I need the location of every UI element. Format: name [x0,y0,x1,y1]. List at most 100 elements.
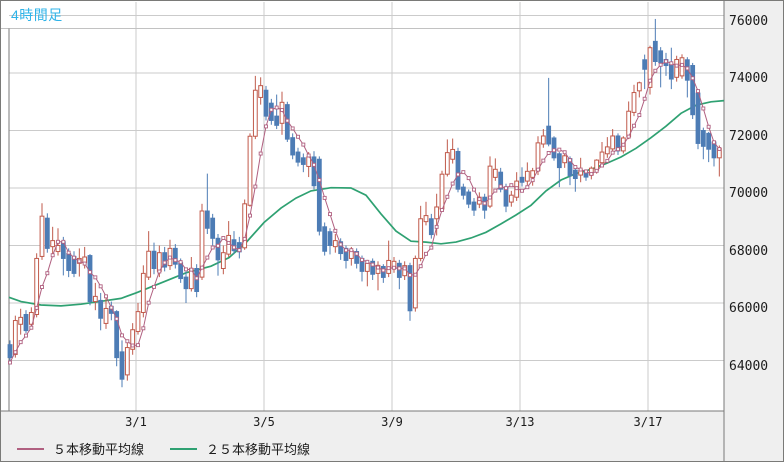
candle-body [92,295,98,303]
ma5-marker [290,126,295,131]
ma5-marker [466,176,471,181]
ma5-marker [653,68,658,73]
ma5-marker [584,169,588,174]
ma5-marker [397,266,402,271]
ma5-marker [109,305,114,310]
candle-body [674,58,680,78]
ma5-marker [50,253,55,258]
ma5-marker [536,167,540,172]
candle-body [210,217,216,239]
candle-body [530,170,536,178]
ma5-marker [344,248,348,253]
ma5-marker [130,343,135,348]
price-axis-tick: 64000 [729,358,769,374]
ma5-marker [45,271,50,276]
ma5-marker [648,78,652,83]
ma5-marker [157,269,162,274]
ma5-marker [56,239,60,244]
ma5-marker [242,236,247,241]
ma5-marker [61,239,66,244]
ma5-marker [205,255,210,260]
candle-body [98,299,104,319]
ma5-marker [520,188,524,193]
ma5-marker [152,284,156,289]
ma5-marker [184,267,188,272]
candle-body [519,176,525,183]
ma5-marker [717,147,722,151]
ma5-marker [562,150,567,155]
ma5-marker [274,105,279,110]
candle-body [252,89,258,137]
ma5-marker [376,265,380,270]
candle-body [12,320,18,355]
candle-body [199,210,205,278]
candle-body [124,347,130,376]
candle-body [44,217,50,249]
ma5-marker [440,208,444,212]
ma5-marker [125,339,130,344]
ma5-marker [450,181,455,186]
candle-body [370,260,376,275]
ma5-marker [424,251,428,256]
candle-body [700,130,706,147]
ma5-marker [280,108,284,112]
ma5-marker [461,170,466,175]
candle-body [695,92,701,144]
ma5-marker [162,260,167,265]
candle-body [396,262,402,278]
ma5-marker [509,183,514,188]
ma5-marker [258,151,263,156]
candle-body [247,135,253,206]
ma5-marker [168,255,172,260]
ma5-marker [264,124,268,129]
time-axis-tick: 3/13 [505,415,535,429]
candle-body [55,245,61,253]
candle-body [556,153,562,169]
ma5-marker [232,245,236,250]
ma5-marker [418,264,423,269]
chart-plot-area[interactable] [9,2,724,411]
ma5-marker [237,248,242,253]
ma5-marker [498,184,503,189]
ma5-marker [696,89,700,94]
candle-body [647,47,653,88]
ma5-marker [472,187,476,192]
candle-body [636,82,642,92]
ma5-marker [589,171,594,176]
ma5-marker [360,257,364,262]
candle-body [455,150,461,190]
ma5-marker [365,259,370,264]
candle-body [652,40,658,62]
candle-body [508,194,514,203]
ma5-marker [296,134,300,139]
ma5-marker [338,242,343,247]
candle-body [114,311,120,359]
candle-body [258,85,264,98]
ma5-marker [493,188,498,193]
ma5-marker [701,106,706,111]
candle-body [492,168,498,178]
ma5-marker [525,185,530,190]
candle-body [572,169,578,180]
ma5-marker [226,240,231,245]
candle-body [151,250,157,269]
candle-body [300,157,306,165]
ma5-marker [594,168,599,173]
ma5-marker [658,62,663,67]
ma5-marker [98,284,103,289]
candle-body [599,151,605,164]
ma5-marker [685,66,690,71]
ma5-marker [66,250,71,255]
ma5-marker [120,333,124,338]
ma5-marker [504,186,508,191]
ma5-marker [605,158,610,163]
candle-body [412,257,418,309]
price-axis-tick: 68000 [729,243,769,259]
ma5-marker [557,147,562,152]
price-axis-tick: 76000 [729,13,769,29]
ma5-marker [445,194,450,199]
ma5-marker [333,228,338,233]
candle-body [39,215,45,257]
candle-body [354,251,360,264]
